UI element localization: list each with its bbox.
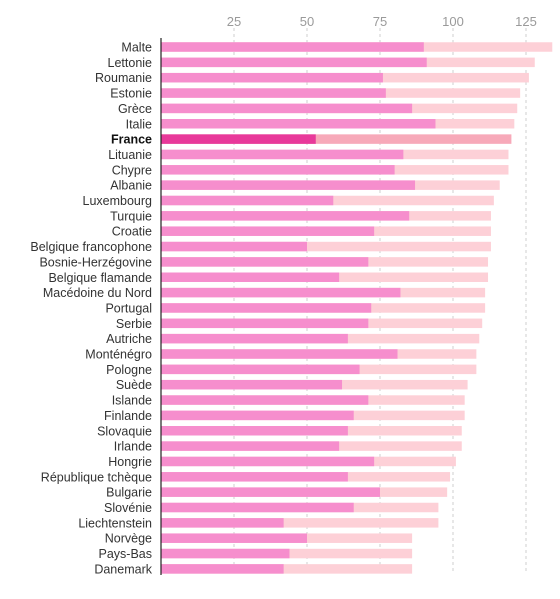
x-tick-label: 125: [515, 14, 537, 29]
bar-front: [161, 395, 369, 405]
x-tick-label: 25: [227, 14, 241, 29]
category-label: Slovénie: [104, 501, 152, 515]
category-label: Grèce: [118, 102, 152, 116]
bar-front: [161, 472, 348, 482]
bar-back: [161, 241, 491, 252]
bar-front: [161, 533, 307, 543]
x-tick-label: 50: [300, 14, 314, 29]
bar-front: [161, 287, 401, 298]
bar-front: [161, 518, 284, 528]
category-label: Bosnie-Herzégovine: [39, 255, 152, 269]
bar-front: [161, 103, 413, 114]
bar-front: [161, 548, 290, 559]
bar-front: [161, 272, 340, 282]
bar-front: [161, 502, 354, 513]
category-label: Lituanie: [108, 148, 152, 162]
category-label: Italie: [126, 117, 152, 131]
category-label: Autriche: [106, 332, 152, 346]
bar-front: [161, 441, 340, 451]
category-label: Irlande: [114, 440, 152, 454]
category-label: Malte: [121, 41, 152, 55]
bar-back: [161, 564, 413, 574]
bar-front: [161, 195, 334, 206]
bar-front: [161, 303, 372, 313]
category-label: France: [111, 133, 152, 147]
category-label: Belgique francophone: [30, 240, 152, 254]
category-label: Bulgarie: [106, 486, 152, 500]
bar-front: [161, 57, 427, 68]
bar-front: [161, 426, 348, 436]
bar-front: [161, 456, 375, 467]
bar-front: [161, 165, 395, 175]
bar-back: [161, 518, 439, 528]
category-label: République tchèque: [41, 470, 152, 484]
bar-front: [161, 379, 343, 390]
bar-front: [161, 88, 386, 98]
category-label: Lettonie: [108, 56, 153, 70]
category-label: Monténégro: [85, 348, 152, 362]
category-label: Finlande: [104, 409, 152, 423]
x-tick-label: 100: [442, 14, 464, 29]
bar-front: [161, 119, 436, 129]
category-label: Roumanie: [95, 71, 152, 85]
category-label: Macédoine du Nord: [43, 286, 152, 300]
category-label: Estonie: [110, 87, 152, 101]
bar-front: [161, 333, 348, 344]
bar-front: [161, 226, 375, 236]
category-label: Serbie: [116, 317, 152, 331]
category-label: Albanie: [110, 179, 152, 193]
category-label: Pays-Bas: [99, 547, 153, 561]
category-label: Slovaquie: [97, 424, 152, 438]
category-label: Turquie: [110, 209, 152, 223]
x-tick-label: 75: [373, 14, 387, 29]
category-label: Liechtenstein: [78, 516, 152, 530]
bar-front: [161, 318, 369, 329]
bar-front: [161, 149, 404, 160]
bar-front: [161, 72, 383, 83]
category-label: Suède: [116, 378, 152, 392]
bar-front: [161, 364, 360, 375]
category-label: Pologne: [106, 363, 152, 377]
bar-front: [161, 257, 369, 267]
bar-front: [161, 134, 316, 144]
category-label: Chypre: [112, 163, 152, 177]
bars: [161, 42, 553, 574]
category-label: Croatie: [112, 225, 152, 239]
bar-front: [161, 42, 424, 52]
bar-front: [161, 211, 410, 221]
category-label: Danemark: [94, 562, 152, 576]
bar-front: [161, 241, 307, 252]
category-label: Portugal: [105, 301, 152, 315]
category-label: Hongrie: [108, 455, 152, 469]
bar-front: [161, 564, 284, 574]
category-label: Norvège: [105, 532, 152, 546]
x-tick-labels: 25 50 75 100 125: [227, 14, 537, 29]
category-label: Belgique flamande: [48, 271, 152, 285]
bar-front: [161, 487, 380, 497]
bar-front: [161, 349, 398, 359]
bar-front: [161, 180, 416, 190]
bar-back: [161, 134, 512, 144]
category-label: Luxembourg: [83, 194, 153, 208]
bar-front: [161, 410, 354, 421]
category-label: Islande: [112, 394, 152, 408]
